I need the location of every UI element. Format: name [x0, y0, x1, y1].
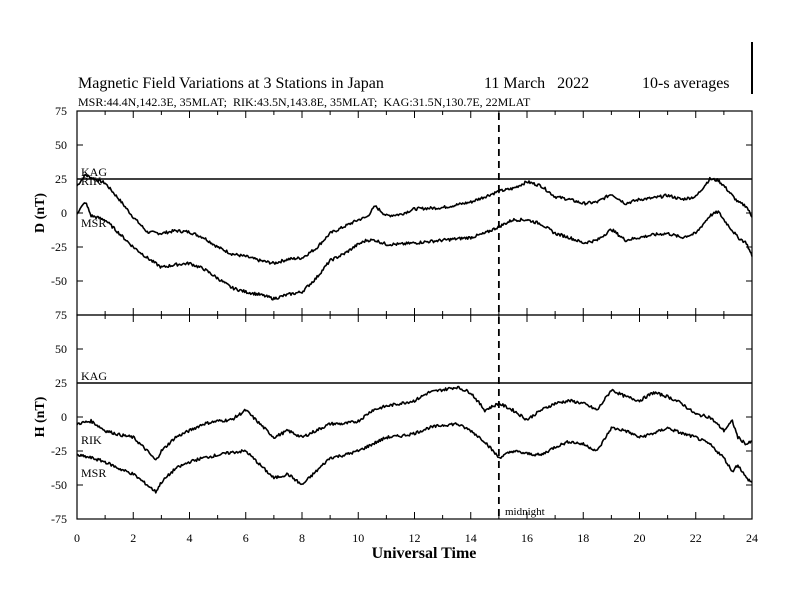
panel-h: 75 50 25 0 -25 -50 -75 KAG RIK MSR — [51, 308, 753, 526]
panel-frame — [76, 314, 753, 520]
y-tick-label: 0 — [61, 410, 67, 424]
y-tick-label: -25 — [51, 240, 67, 254]
series-label-rik: RIK — [81, 174, 102, 188]
series-label-kag: KAG — [81, 369, 107, 383]
chart-averaging: 10-s averages — [642, 75, 730, 92]
series-label-rik: RIK — [81, 433, 102, 447]
chart-date: 11 March 2022 — [484, 75, 589, 92]
y-tick-label: 25 — [55, 172, 67, 186]
x-tick-label: 22 — [690, 531, 702, 545]
x-axis: 0 2 4 6 8 10 12 14 16 18 20 22 24 — [74, 113, 758, 545]
x-tick-label: 2 — [130, 531, 136, 545]
x-tick-label: 20 — [634, 531, 646, 545]
x-tick-label: 10 — [352, 531, 364, 545]
x-tick-label: 18 — [577, 531, 589, 545]
y-tick-label: -50 — [51, 274, 67, 288]
y-tick-label: -75 — [51, 512, 67, 526]
chart-title: Magnetic Field Variations at 3 Stations … — [78, 75, 384, 92]
y-tick-label: 75 — [55, 308, 67, 322]
series-label-msr: MSR — [81, 466, 106, 480]
y-tick-label: 0 — [61, 206, 67, 220]
y-tick-label: 50 — [55, 138, 67, 152]
x-tick-label: 14 — [465, 531, 477, 545]
y-tick-label: 50 — [55, 342, 67, 356]
series-line-msr — [76, 202, 753, 301]
x-tick-label: 16 — [521, 531, 533, 545]
y-tick-label: 25 — [55, 376, 67, 390]
series-line-rik — [76, 173, 753, 265]
x-tick-label: 4 — [187, 531, 193, 545]
y-tick-label: 75 — [55, 104, 67, 118]
x-tick-label: 6 — [243, 531, 249, 545]
x-tick-label: 8 — [299, 531, 305, 545]
chart-subtitle: MSR:44.4N,142.3E, 35MLAT; RIK:43.5N,143.… — [78, 95, 531, 109]
y-tick-label: -50 — [51, 478, 67, 492]
x-axis-label: Universal Time — [372, 545, 477, 562]
series-label-msr: MSR — [81, 216, 106, 230]
y-axis-label-h: H (nT) — [33, 396, 48, 437]
x-tick-label: 12 — [409, 531, 421, 545]
y-axis-label-d: D (nT) — [33, 193, 48, 233]
panel-frame — [76, 110, 753, 316]
midnight-label: midnight — [505, 506, 545, 518]
y-tick-label: -25 — [51, 444, 67, 458]
x-tick-label: 0 — [74, 531, 80, 545]
x-tick-label: 24 — [746, 531, 758, 545]
series-line-rik — [76, 385, 753, 461]
series-line-msr — [76, 422, 753, 494]
